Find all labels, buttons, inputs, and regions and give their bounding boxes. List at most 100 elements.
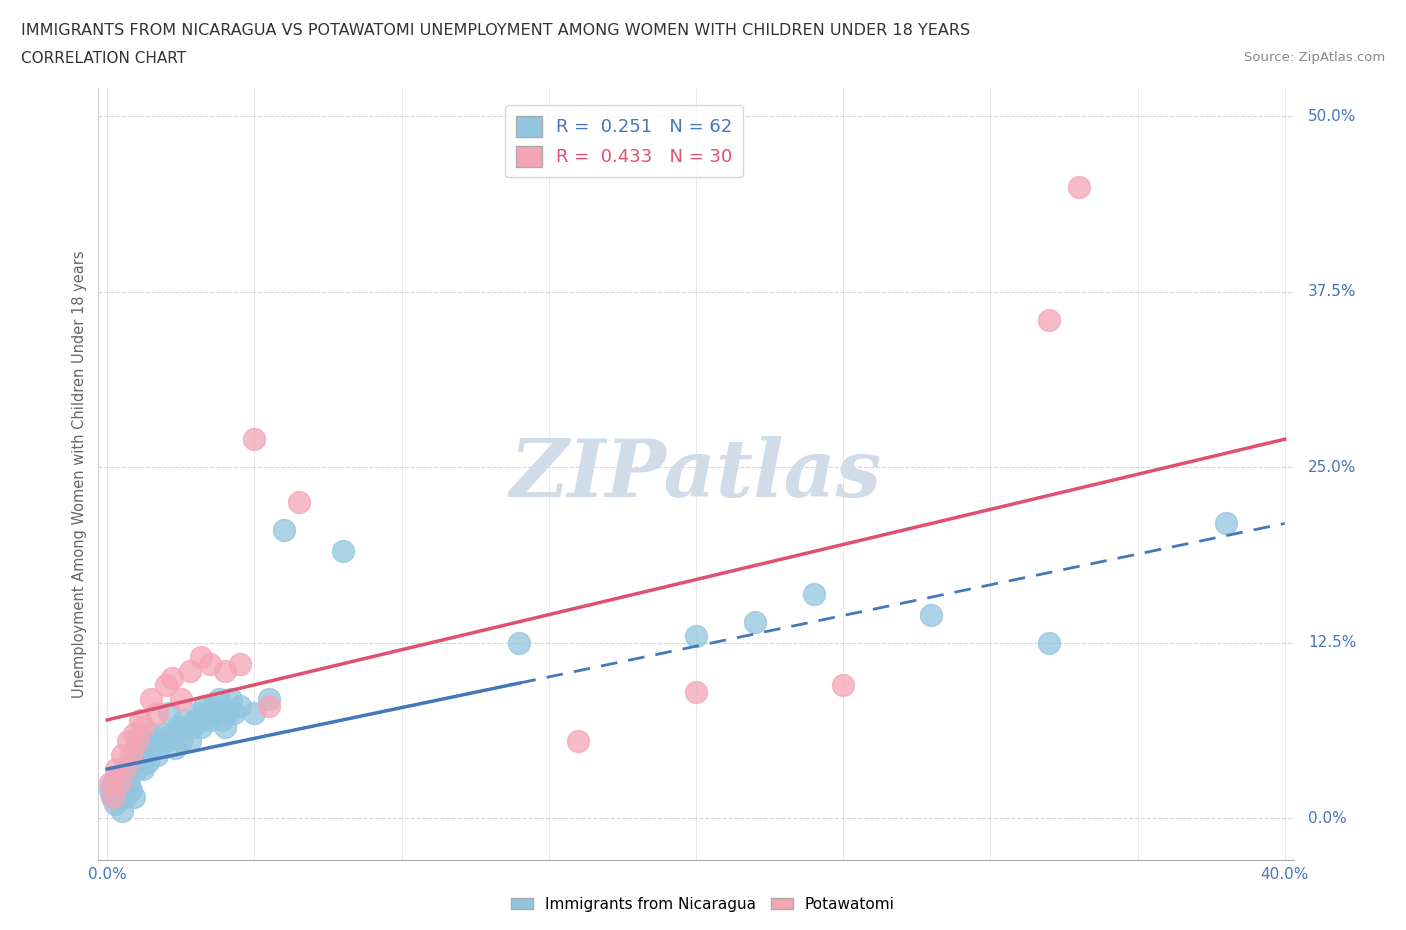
Point <box>332 544 354 559</box>
Point <box>744 614 766 629</box>
Point <box>149 734 172 749</box>
Point <box>131 720 153 735</box>
Point <box>211 712 233 727</box>
Point <box>685 684 707 699</box>
Point <box>243 432 266 446</box>
Point <box>98 783 121 798</box>
Point <box>1215 516 1237 531</box>
Point <box>508 635 530 650</box>
Point <box>155 734 177 749</box>
Point <box>1038 312 1060 327</box>
Point <box>257 691 280 706</box>
Point <box>173 712 195 727</box>
Point <box>146 748 169 763</box>
Point <box>184 712 207 727</box>
Point <box>803 586 825 601</box>
Point <box>111 804 134 818</box>
Point <box>228 698 250 713</box>
Point <box>1067 179 1090 194</box>
Point <box>111 748 134 763</box>
Point <box>214 720 236 735</box>
Point <box>832 677 855 692</box>
Point <box>170 691 193 706</box>
Point <box>122 754 145 769</box>
Point <box>141 726 163 741</box>
Text: 37.5%: 37.5% <box>1308 285 1357 299</box>
Point <box>122 790 145 804</box>
Text: 50.0%: 50.0% <box>1308 109 1357 124</box>
Point <box>134 734 156 749</box>
Point <box>146 706 169 721</box>
Point <box>1038 635 1060 650</box>
Y-axis label: Unemployment Among Women with Children Under 18 years: Unemployment Among Women with Children U… <box>72 250 87 698</box>
Point <box>152 726 174 741</box>
Legend: R =  0.251   N = 62, R =  0.433   N = 30: R = 0.251 N = 62, R = 0.433 N = 30 <box>505 105 744 178</box>
Text: 12.5%: 12.5% <box>1308 635 1357 650</box>
Point <box>125 734 148 749</box>
Point <box>190 720 212 735</box>
Point <box>163 740 186 755</box>
Point <box>200 712 222 727</box>
Point <box>101 790 124 804</box>
Point <box>141 691 163 706</box>
Point <box>143 740 166 755</box>
Point <box>157 706 180 721</box>
Point <box>114 762 136 777</box>
Text: CORRELATION CHART: CORRELATION CHART <box>21 51 186 66</box>
Point <box>118 776 141 790</box>
Point <box>128 712 150 727</box>
Point <box>138 754 160 769</box>
Point <box>179 734 201 749</box>
Point <box>128 748 150 763</box>
Point <box>187 706 209 721</box>
Point <box>685 629 707 644</box>
Text: Source: ZipAtlas.com: Source: ZipAtlas.com <box>1244 51 1385 64</box>
Point <box>200 657 222 671</box>
Point <box>167 720 190 735</box>
Point <box>120 748 142 763</box>
Text: ZIPatlas: ZIPatlas <box>510 435 882 513</box>
Point <box>160 671 183 685</box>
Point <box>257 698 280 713</box>
Point <box>160 726 183 741</box>
Text: 0.0%: 0.0% <box>1308 811 1347 826</box>
Point <box>222 706 245 721</box>
Point <box>108 768 131 783</box>
Point <box>117 734 139 749</box>
Text: 40.0%: 40.0% <box>1261 868 1309 883</box>
Point <box>243 706 266 721</box>
Point <box>105 762 128 777</box>
Point <box>98 776 121 790</box>
Point <box>108 776 131 790</box>
Point <box>125 734 148 749</box>
Point <box>920 607 942 622</box>
Point <box>111 783 134 798</box>
Point <box>181 720 204 735</box>
Text: 0.0%: 0.0% <box>89 868 127 883</box>
Point <box>104 797 127 812</box>
Point <box>195 706 218 721</box>
Point <box>114 790 136 804</box>
Point <box>120 783 142 798</box>
Point <box>287 495 309 510</box>
Point <box>217 706 239 721</box>
Point <box>219 691 242 706</box>
Text: 25.0%: 25.0% <box>1308 459 1357 475</box>
Point <box>170 734 193 749</box>
Point <box>208 691 231 706</box>
Point <box>190 649 212 664</box>
Point <box>100 790 122 804</box>
Point <box>117 762 139 777</box>
Point <box>205 706 228 721</box>
Point <box>202 698 225 713</box>
Point <box>131 762 153 777</box>
Point <box>567 734 589 749</box>
Point <box>122 726 145 741</box>
Text: IMMIGRANTS FROM NICARAGUA VS POTAWATOMI UNEMPLOYMENT AMONG WOMEN WITH CHILDREN U: IMMIGRANTS FROM NICARAGUA VS POTAWATOMI … <box>21 23 970 38</box>
Point <box>105 783 128 798</box>
Point <box>125 762 148 777</box>
Point <box>273 523 295 538</box>
Point <box>193 698 215 713</box>
Point <box>179 663 201 678</box>
Point <box>107 790 129 804</box>
